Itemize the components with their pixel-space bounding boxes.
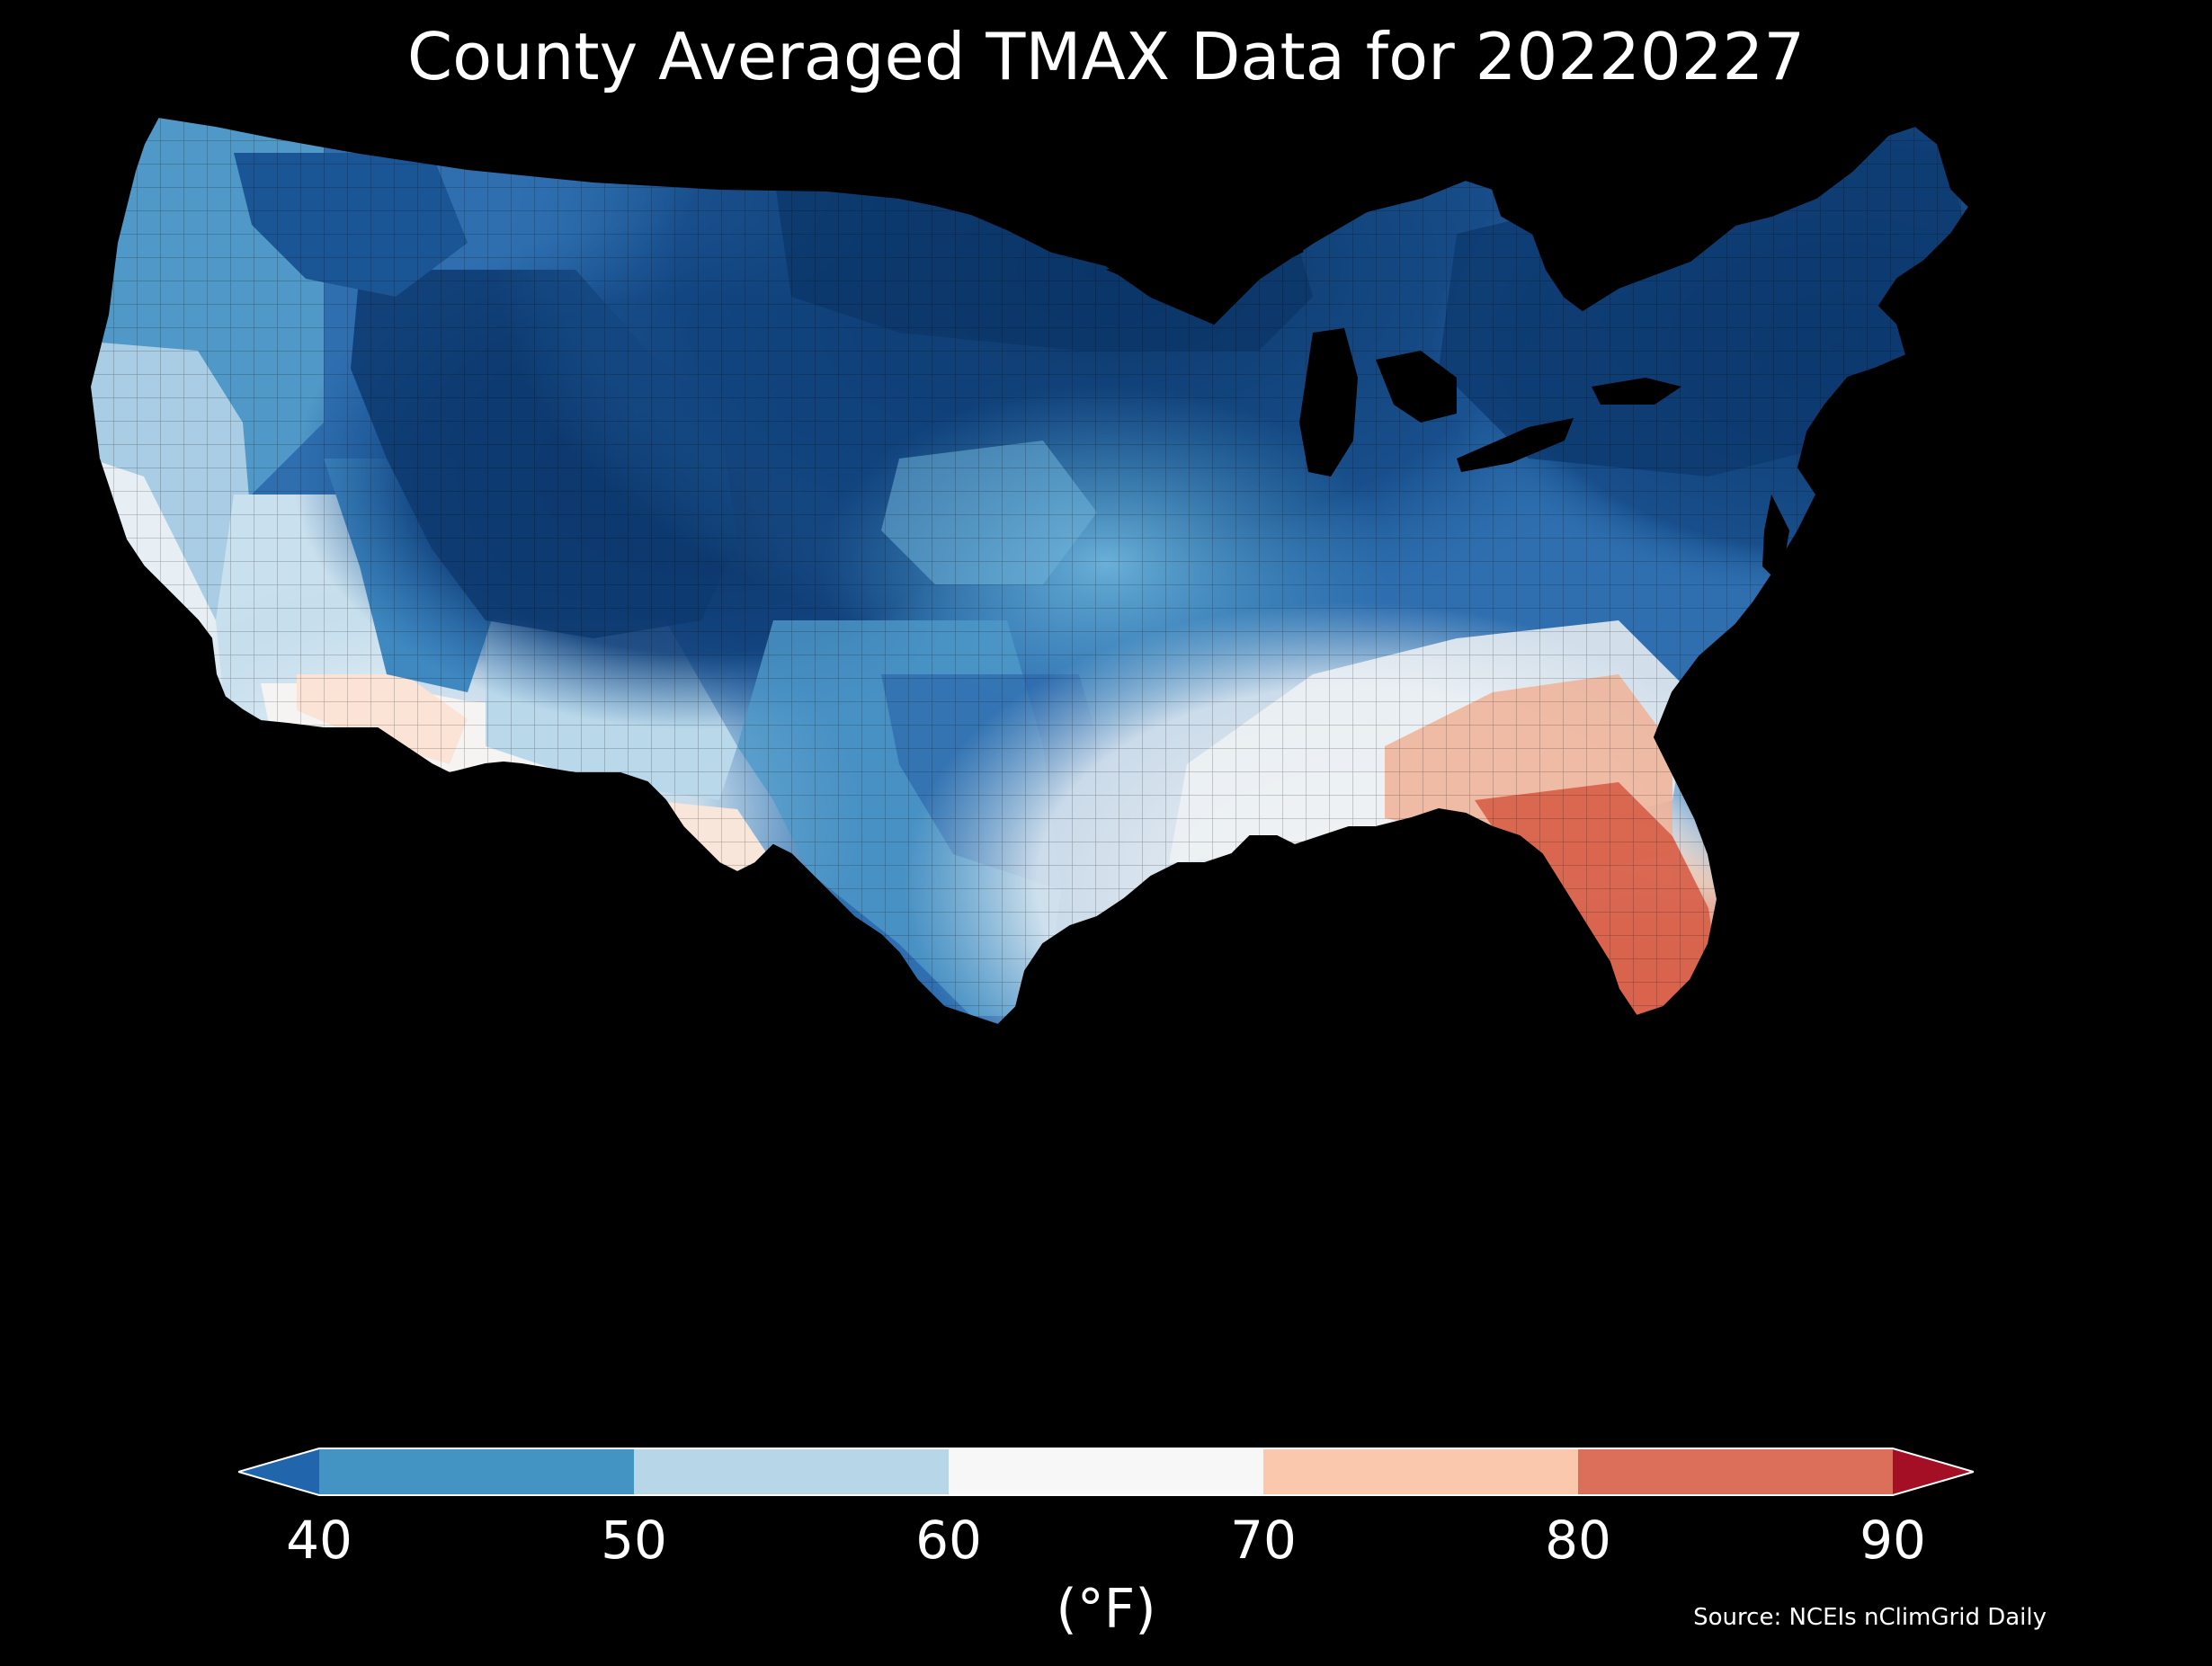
county-boundaries: [90, 117, 1969, 1025]
tick-label: 90: [1860, 1510, 1926, 1571]
colorbar-outline: [238, 1448, 1974, 1496]
tick-label: 80: [1545, 1510, 1611, 1571]
source-credit: Source: NCEIs nClimGrid Daily: [1693, 1604, 2047, 1631]
map-title: County Averaged TMAX Data for 20220227: [406, 19, 1806, 94]
tick-label: 60: [915, 1510, 982, 1571]
colorbar-ticks: 40 50 60 70 80 90: [0, 1509, 2212, 1572]
map-svg: [90, 117, 1971, 1027]
colorbar-bin-70-80: [1263, 1448, 1578, 1495]
us-outline: [90, 117, 1971, 1027]
colorbar-unit-label: (°F): [1056, 1578, 1156, 1641]
tick-label: 40: [286, 1510, 352, 1571]
lake-erie: [1457, 418, 1574, 472]
colorbar: [238, 1445, 1974, 1499]
colorbar-extend-min: [238, 1448, 319, 1495]
us-county-map: [90, 117, 2122, 1394]
lake-superior: [1106, 234, 1304, 292]
tick-label: 70: [1230, 1510, 1297, 1571]
colorbar-bin-60-70: [949, 1448, 1263, 1495]
colorbar-svg: [238, 1448, 1974, 1496]
chesapeake-bay: [1762, 494, 1789, 584]
colorbar-extend-max: [1893, 1448, 1974, 1495]
colorbar-bin-50-60: [634, 1448, 949, 1495]
lake-michigan: [1299, 328, 1358, 477]
lake-ontario: [1592, 378, 1681, 405]
lake-huron: [1376, 351, 1457, 423]
us-mainland: [90, 117, 1969, 1025]
colorbar-bin-80-90: [1578, 1448, 1893, 1495]
colorbar-bin-40-50: [319, 1448, 634, 1495]
tick-label: 50: [601, 1510, 667, 1571]
